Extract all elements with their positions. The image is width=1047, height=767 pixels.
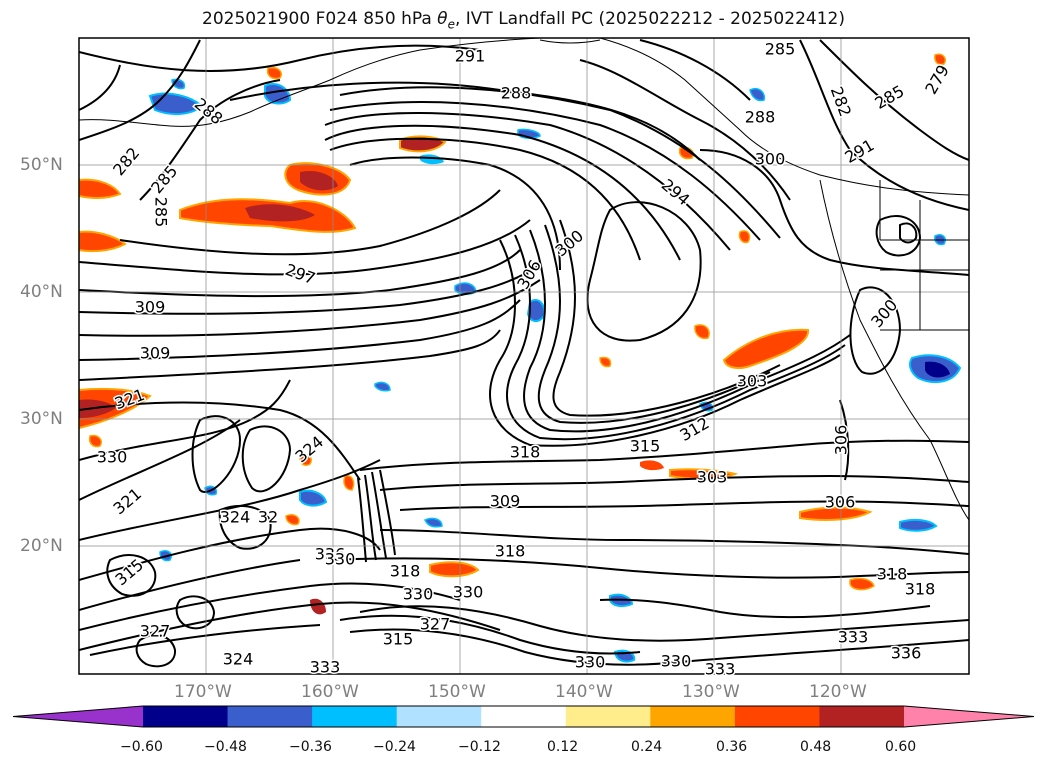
lon-label-150w: 150°W	[428, 682, 486, 702]
contour-label: 306	[832, 425, 851, 456]
map-area	[79, 38, 969, 674]
colorbar-tick-label: 0.24	[631, 739, 663, 755]
colorbar	[12, 705, 1035, 728]
title-subscript: e	[447, 17, 455, 32]
contour-label: 333	[838, 628, 869, 647]
colorbar-tick-label: −0.60	[120, 739, 163, 755]
contour-label: 324	[223, 650, 254, 669]
contour-label: 291	[455, 47, 486, 66]
positive-shading	[79, 53, 947, 615]
contour-label: 309	[140, 344, 171, 363]
contour-label: 285	[765, 40, 796, 59]
map-frame	[78, 37, 970, 675]
contour-label: 318	[905, 580, 936, 599]
lat-label-40n: 40°N	[20, 282, 63, 302]
coastlines	[79, 38, 969, 521]
contour-label: 330	[325, 550, 356, 569]
title-theta: θ	[437, 9, 448, 29]
lon-label-120w: 120°W	[809, 682, 867, 702]
contour-label: 306	[825, 493, 856, 512]
contour-label: 330	[97, 448, 128, 467]
contour-label: 285	[152, 197, 171, 228]
contour-label: 300	[755, 150, 786, 169]
lon-label-160w: 160°W	[301, 682, 359, 702]
map-title: 2025021900 F024 850 hPa θe, IVT Landfall…	[0, 9, 1047, 31]
contour-lines	[79, 39, 969, 668]
contour-label: 288	[501, 84, 532, 103]
contour-label: 315	[383, 630, 414, 649]
contour-label: 32	[258, 508, 278, 527]
colorbar-swatch	[227, 706, 313, 727]
lon-label-170w: 170°W	[174, 682, 232, 702]
contour-label: 324	[220, 508, 251, 527]
contour-label: 303	[737, 372, 768, 391]
colorbar-outline	[12, 705, 1035, 728]
title-prefix: 2025021900 F024 850 hPa	[202, 9, 438, 29]
graticule	[79, 38, 969, 674]
lon-label-140w: 140°W	[555, 682, 613, 702]
colorbar-tick-label: 0.36	[716, 739, 748, 755]
title-suffix: , IVT Landfall PC (2025022212 - 20250224…	[454, 9, 845, 29]
colorbar-extend-high	[904, 706, 1034, 727]
colorbar-swatch	[481, 706, 567, 727]
lon-label-130w: 130°W	[682, 682, 740, 702]
contour-label: 333	[705, 660, 736, 679]
colorbar-extend-low	[13, 706, 143, 727]
contour-label: 330	[575, 653, 606, 672]
lat-label-50n: 50°N	[20, 155, 63, 175]
contour-label: 333	[310, 658, 341, 677]
colorbar-tick-label: 0.48	[800, 739, 832, 755]
contour-label: 303	[697, 468, 728, 487]
contour-label: 288	[745, 108, 776, 127]
colorbar-swatch	[650, 706, 736, 727]
contour-label: 336	[891, 644, 922, 663]
colorbar-tick-label: −0.12	[458, 739, 501, 755]
colorbar-tick-label: 0.12	[547, 739, 579, 755]
colorbar-tick-label: −0.36	[289, 739, 332, 755]
colorbar-swatch	[734, 706, 820, 727]
colorbar-swatch	[819, 706, 905, 727]
colorbar-swatch	[565, 706, 651, 727]
colorbar-tick-label: −0.48	[204, 739, 247, 755]
lat-label-20n: 20°N	[20, 536, 63, 556]
lat-label-30n: 30°N	[20, 409, 63, 429]
contour-label: 318	[510, 443, 541, 462]
contour-label: 318	[877, 565, 908, 584]
contour-label: 327	[420, 615, 451, 634]
contour-label: 327	[140, 622, 171, 641]
colorbar-tick-label: −0.24	[373, 739, 416, 755]
contour-label: 318	[390, 562, 421, 581]
colorbar-swatch	[396, 706, 482, 727]
colorbar-swatch	[312, 706, 398, 727]
colorbar-tick-label: 0.60	[885, 739, 917, 755]
contour-label: 330	[403, 585, 434, 604]
contour-label: 330	[453, 583, 484, 602]
contour-label: 318	[495, 542, 526, 561]
contour-label: 309	[490, 492, 521, 511]
contour-label: 330	[661, 652, 692, 671]
colorbar-swatch	[143, 706, 229, 727]
contour-label: 315	[630, 437, 661, 456]
contour-label: 309	[135, 298, 166, 317]
contour-label: 336	[315, 545, 346, 564]
